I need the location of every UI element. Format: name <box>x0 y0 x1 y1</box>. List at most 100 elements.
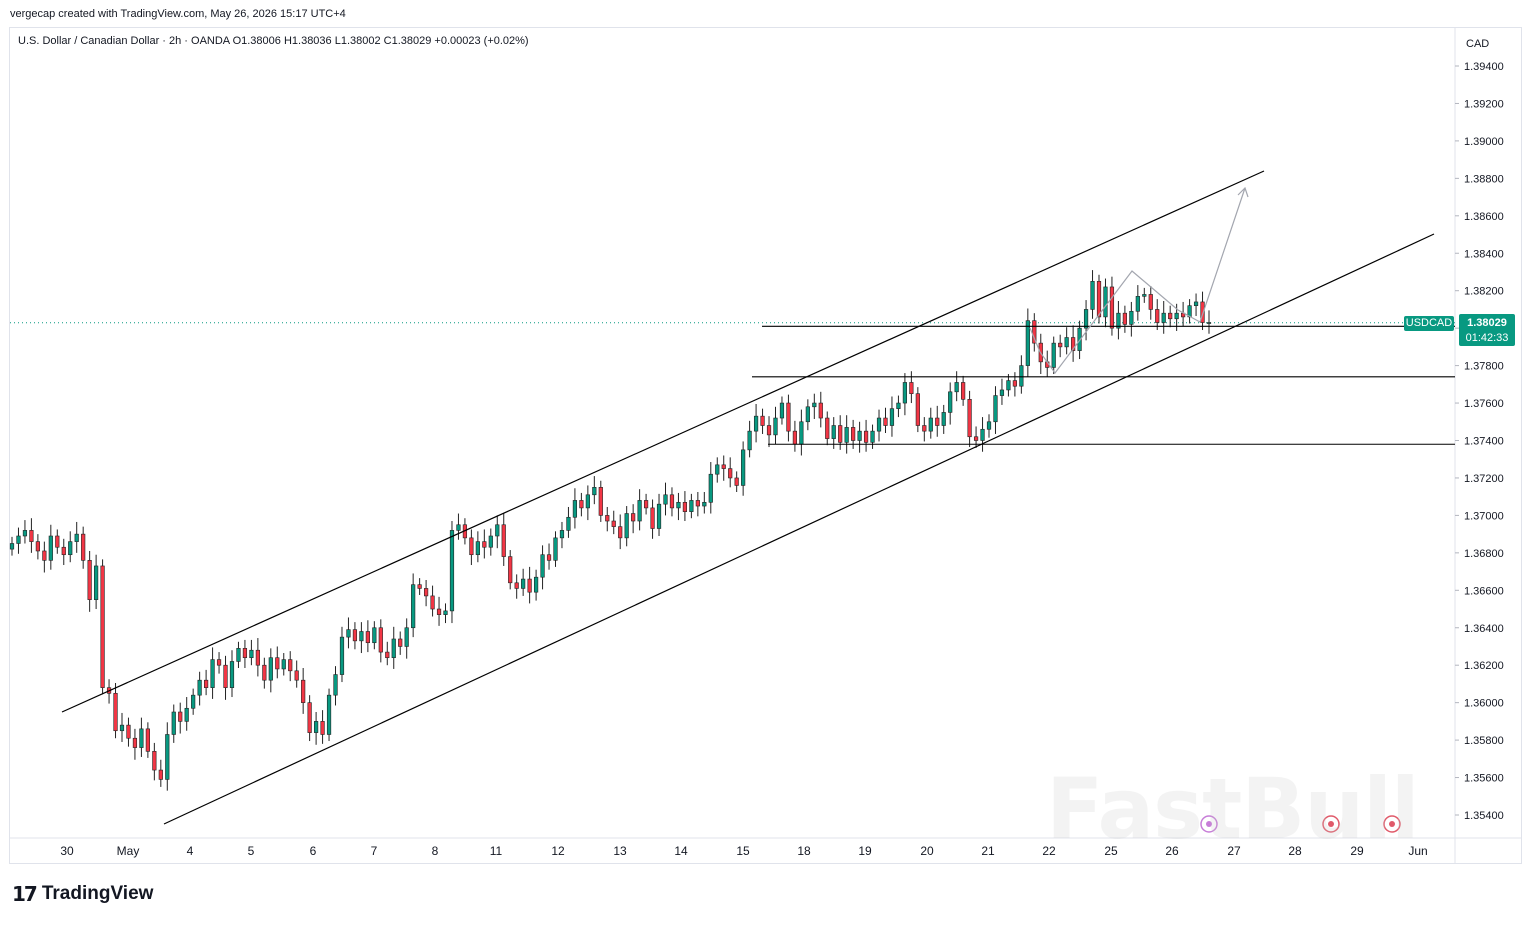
candle <box>605 506 610 532</box>
candle <box>145 722 150 758</box>
candle-body <box>55 535 60 548</box>
candle-body <box>508 556 513 584</box>
tradingview-logo-text: TradingView <box>41 883 154 904</box>
candle-body <box>216 659 222 666</box>
candle-body <box>844 427 849 443</box>
candle <box>301 668 306 714</box>
candle <box>805 399 810 431</box>
candle <box>508 550 513 590</box>
time-tick-label: Jun <box>1408 844 1427 858</box>
candle <box>986 414 992 438</box>
time-tick-label: 12 <box>551 844 565 858</box>
candle-body <box>94 565 99 600</box>
candle-body <box>1096 281 1102 318</box>
time-tick-label: 11 <box>490 844 503 858</box>
candle <box>35 534 40 560</box>
candle-body <box>294 670 299 681</box>
candle-body <box>773 417 778 436</box>
candle-body <box>889 408 895 426</box>
candle <box>533 569 539 601</box>
candle-body <box>915 393 920 426</box>
candle-body <box>838 425 843 443</box>
candle-body <box>1193 301 1199 306</box>
candle-body <box>48 535 53 561</box>
drawings-layer <box>61 170 1455 833</box>
candle <box>417 578 422 595</box>
candle-body <box>825 417 830 439</box>
currency-label[interactable]: CAD <box>1466 38 1490 50</box>
candle <box>456 513 461 540</box>
candle <box>171 704 176 743</box>
candle-body <box>268 657 273 681</box>
candle-body <box>792 430 798 445</box>
candle-body <box>488 535 493 548</box>
candle <box>495 515 500 549</box>
candle-body <box>314 721 319 733</box>
candle-body <box>197 679 202 696</box>
candle <box>294 660 299 688</box>
candle <box>488 528 493 556</box>
candle-body <box>385 651 390 659</box>
candle-body <box>1019 365 1024 387</box>
candle-body <box>572 500 578 518</box>
candle-body <box>1122 312 1127 325</box>
candle-body <box>22 530 28 537</box>
candle-body <box>326 694 332 735</box>
candle <box>799 409 804 456</box>
price-tick-label: 1.36400 <box>1464 623 1504 635</box>
candle-body <box>495 524 500 537</box>
time-tick-label: 4 <box>187 844 194 858</box>
price-tick-label: 1.35600 <box>1464 773 1504 785</box>
candle <box>1083 300 1089 341</box>
symbol-legend[interactable]: U.S. Dollar / Canadian Dollar · 2h · OAN… <box>18 35 529 47</box>
candles-layer <box>9 270 1212 791</box>
time-tick-label: 29 <box>1350 844 1364 858</box>
candle <box>915 387 920 433</box>
candle <box>741 441 746 496</box>
candle-body <box>741 449 746 486</box>
price-tick-label: 1.36600 <box>1464 585 1504 597</box>
price-tick-label: 1.39000 <box>1464 136 1504 148</box>
candle <box>1161 300 1166 334</box>
candle-body <box>398 638 403 647</box>
time-tick-label: 14 <box>674 844 688 858</box>
fastbull-watermark: FastBull <box>1046 760 1420 858</box>
candle <box>158 759 163 787</box>
candle-body <box>650 507 655 529</box>
candle <box>553 531 558 567</box>
candle <box>339 626 345 683</box>
candle-body <box>747 430 752 451</box>
time-tick-label: 19 <box>858 844 872 858</box>
candle-body <box>928 417 933 432</box>
candle <box>475 531 480 563</box>
tradingview-logo[interactable]: 17 TradingView <box>12 882 153 906</box>
candle-body <box>831 425 836 439</box>
candle <box>779 396 785 425</box>
candle-body <box>16 535 21 544</box>
candle-body <box>1090 281 1095 310</box>
candle <box>1168 305 1173 328</box>
candle <box>708 462 713 514</box>
candle-body <box>999 389 1005 396</box>
candle <box>695 491 700 517</box>
candle-body <box>967 399 972 438</box>
candle <box>753 403 759 443</box>
candle <box>1135 285 1140 321</box>
candle <box>229 650 235 698</box>
candle-body <box>333 674 338 696</box>
candle <box>1090 270 1095 319</box>
candle <box>165 722 170 791</box>
candle <box>197 671 202 706</box>
candle <box>1006 374 1011 397</box>
candle-body <box>559 530 565 539</box>
candle-body <box>1129 310 1134 325</box>
candle-body <box>689 500 694 512</box>
time-tick-label: 30 <box>60 844 74 858</box>
candle-body <box>126 724 131 739</box>
candle <box>113 682 118 739</box>
candle <box>152 742 157 781</box>
candle <box>812 393 817 419</box>
candle-body <box>411 584 416 629</box>
price-tick-label: 1.36000 <box>1464 698 1504 710</box>
